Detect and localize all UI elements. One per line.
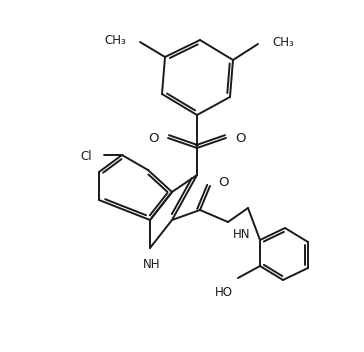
- Text: CH₃: CH₃: [272, 37, 294, 50]
- Text: NH: NH: [143, 258, 161, 271]
- Text: CH₃: CH₃: [104, 34, 126, 48]
- Text: HN: HN: [233, 228, 250, 241]
- Text: O: O: [149, 132, 159, 145]
- Text: O: O: [218, 176, 229, 189]
- Text: HO: HO: [215, 286, 233, 299]
- Text: Cl: Cl: [80, 150, 92, 163]
- Text: O: O: [235, 132, 245, 145]
